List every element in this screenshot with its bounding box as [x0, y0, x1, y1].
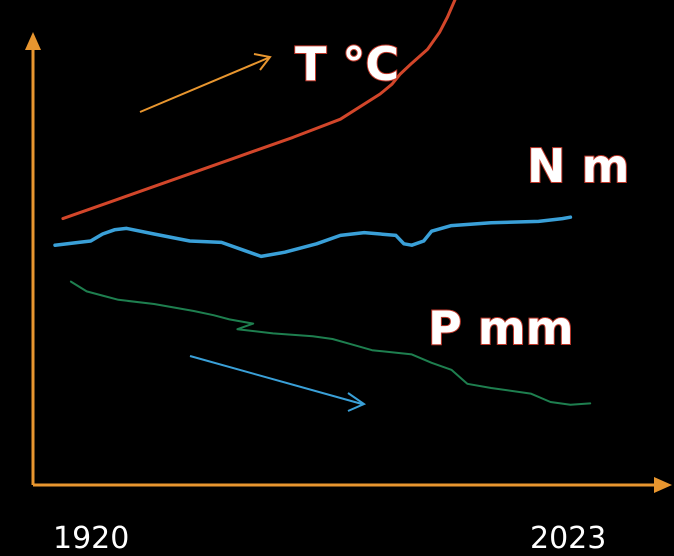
x-tick-label-end: 2023	[530, 521, 606, 556]
series-label-temperature: T °C	[295, 37, 399, 91]
series-label-sea-level: N m	[527, 139, 629, 193]
x-tick-label-start: 1920	[53, 521, 129, 556]
decrease-arrowhead	[347, 392, 367, 412]
decrease-arrow	[189, 355, 363, 405]
increase-arrowhead	[253, 53, 272, 71]
trend-arrows	[139, 53, 367, 412]
y-axis-arrowhead	[25, 32, 41, 50]
axes	[25, 32, 672, 493]
series-group	[53, 0, 592, 406]
series-label-precipitation: P mm	[428, 301, 574, 355]
increase-arrow	[139, 57, 269, 113]
series-line-sea-level	[53, 215, 573, 259]
x-axis-arrowhead	[654, 477, 672, 493]
series-line-precipitation	[69, 280, 592, 406]
series-line-temperature	[61, 0, 457, 221]
